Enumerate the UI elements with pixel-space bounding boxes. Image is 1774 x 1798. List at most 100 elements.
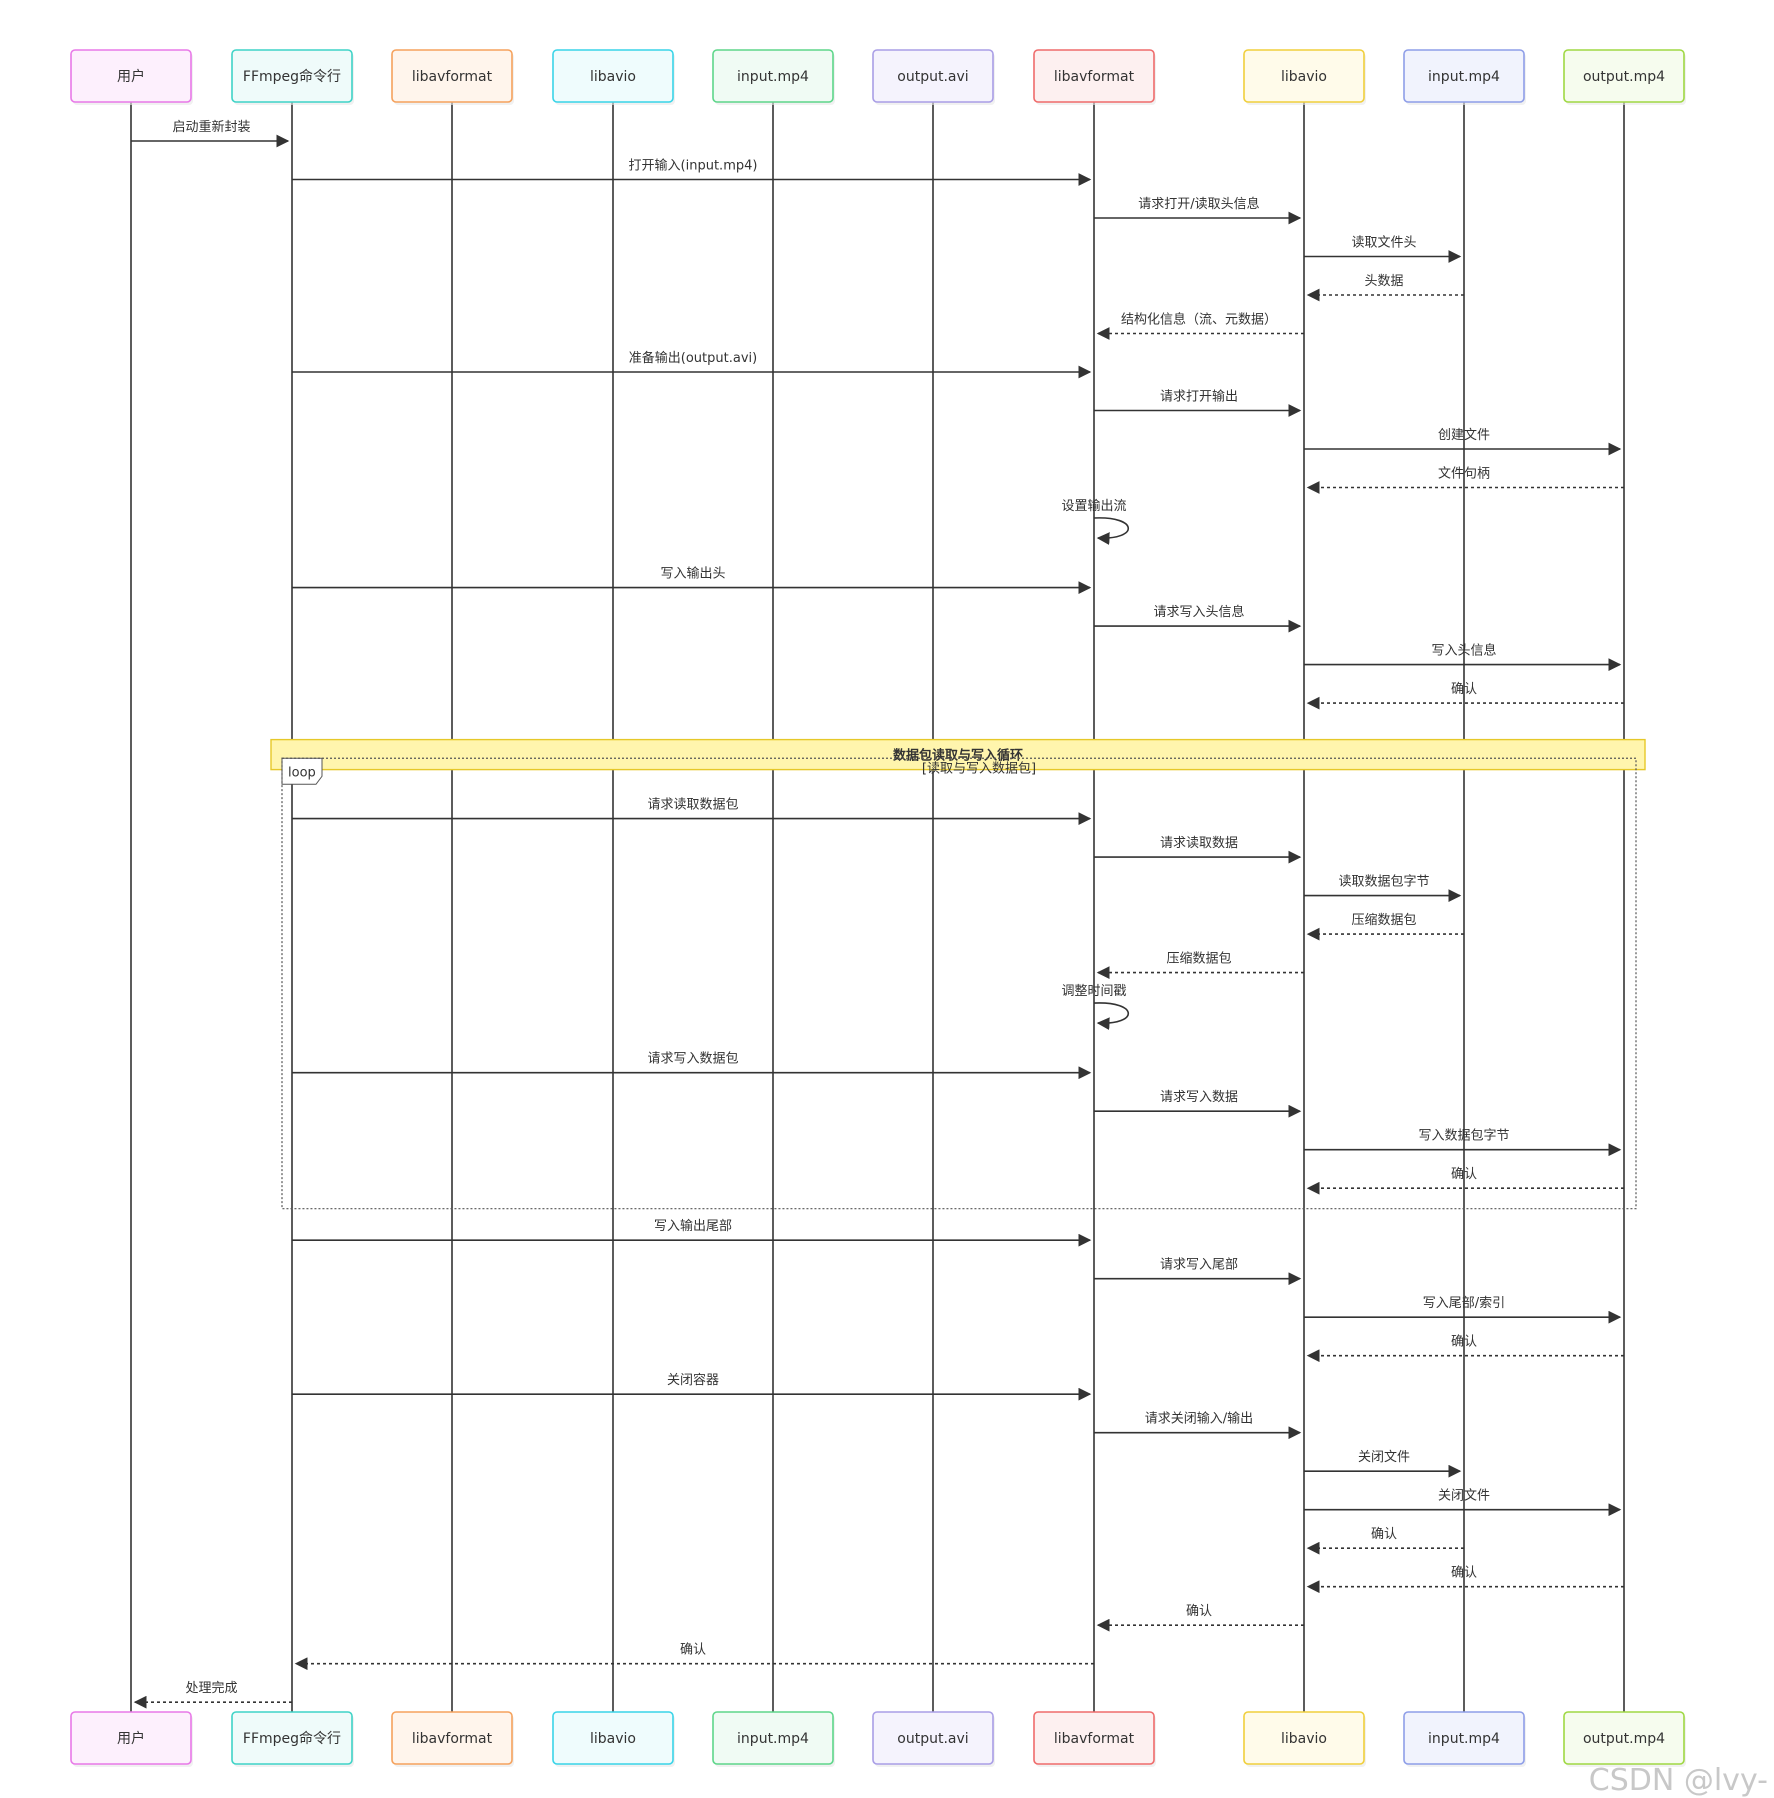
- message-17: 请求读取数据包: [292, 798, 1092, 825]
- message-label: 头数据: [1364, 274, 1403, 289]
- message-28: 写入输出尾部: [292, 1218, 1092, 1247]
- participant-label: output.avi: [897, 69, 968, 85]
- message-37: 确认: [1306, 1566, 1624, 1594]
- message-26: 确认: [1306, 1167, 1624, 1195]
- participant-label: libavformat: [1054, 69, 1135, 85]
- message-label: 请求打开输出: [1160, 389, 1238, 405]
- message-label: 请求写入数据: [1160, 1090, 1238, 1105]
- participant-label: 用户: [117, 68, 145, 85]
- message-39: 确认: [294, 1643, 1094, 1671]
- message-label: 请求写入数据包: [647, 1052, 738, 1067]
- message-label: 压缩数据包: [1166, 951, 1231, 967]
- message-label: 启动重新封装: [172, 119, 250, 135]
- participant-label: FFmpeg命令行: [243, 68, 341, 85]
- participant-user-top: 用户: [70, 49, 193, 105]
- participant-libavio2-bottom: libavio: [1243, 1711, 1366, 1767]
- message-14: 确认: [1306, 682, 1624, 710]
- participant-libavformat2-top: libavformat: [1033, 49, 1156, 105]
- participant-label: output.avi: [897, 1731, 968, 1747]
- participant-out1-bottom: output.avi: [872, 1711, 995, 1767]
- message-label: 请求关闭输入/输出: [1145, 1411, 1253, 1427]
- message-19: 读取数据包字节: [1304, 875, 1462, 902]
- participant-in1-bottom: input.mp4: [712, 1711, 835, 1767]
- message-label: 确认: [1451, 682, 1477, 697]
- participant-label: input.mp4: [1428, 69, 1500, 85]
- message-label: 读取数据包字节: [1338, 875, 1429, 890]
- message-3: 读取文件头: [1304, 236, 1462, 263]
- message-label: 请求打开/读取头信息: [1138, 196, 1259, 212]
- message-label: 打开输入(input.mp4): [629, 158, 758, 174]
- lifelines: [130, 102, 1625, 1712]
- message-5: 结构化信息（流、元数据）: [1096, 312, 1304, 340]
- participant-label: libavio: [1281, 1731, 1327, 1747]
- participant-label: libavio: [590, 1731, 636, 1747]
- message-40: 处理完成: [133, 1681, 292, 1709]
- loop-note: 数据包读取与写入循环: [270, 738, 1646, 771]
- message-label: 请求写入头信息: [1153, 604, 1244, 620]
- message-label: 调整时间戳: [1061, 984, 1126, 999]
- message-label: 确认: [1186, 1604, 1212, 1619]
- message-label: 请求读取数据: [1160, 836, 1238, 851]
- participant-in2-top: input.mp4: [1403, 49, 1526, 105]
- message-label: 确认: [1371, 1527, 1397, 1542]
- participant-label: input.mp4: [1428, 1731, 1500, 1747]
- participant-label: libavformat: [1054, 1731, 1135, 1747]
- message-4: 头数据: [1306, 274, 1464, 302]
- participant-out2-bottom: output.mp4: [1563, 1711, 1686, 1767]
- message-label: 写入输出头: [660, 566, 725, 582]
- message-9: 文件句柄: [1306, 467, 1624, 494]
- loop-frame: [281, 757, 1637, 1210]
- message-38: 确认: [1096, 1604, 1304, 1632]
- participant-libavio1-top: libavio: [552, 49, 675, 105]
- participant-libavio2-top: libavio: [1243, 49, 1366, 105]
- participant-label: 用户: [117, 1730, 145, 1747]
- message-11: 写入输出头: [292, 566, 1092, 594]
- message-label: 确认: [1451, 1335, 1477, 1350]
- self-message-arrow: [1093, 517, 1129, 545]
- participant-user-bottom: 用户: [70, 1711, 193, 1767]
- note-text: 数据包读取与写入循环: [893, 748, 1023, 764]
- message-34: 关闭文件: [1304, 1450, 1462, 1478]
- participant-cli-top: FFmpeg命令行: [231, 49, 354, 105]
- message-label: 压缩数据包: [1351, 912, 1416, 928]
- participant-libavformat1-bottom: libavformat: [391, 1711, 514, 1767]
- message-label: 创建文件: [1438, 428, 1490, 443]
- message-24: 请求写入数据: [1094, 1090, 1302, 1118]
- frames: 数据包读取与写入循环 loop [读取与写入数据包]: [270, 738, 1646, 1210]
- actors-top: 用户 FFmpeg命令行 libavformat libavio input.mp4 ou…: [70, 49, 1686, 105]
- message-label: 写入尾部/索引: [1423, 1296, 1505, 1311]
- message-0: 启动重新封装: [131, 119, 290, 148]
- message-label: 确认: [1451, 1566, 1477, 1581]
- participant-out2-top: output.mp4: [1563, 49, 1686, 105]
- participant-in1-top: input.mp4: [712, 49, 835, 105]
- message-label: 关闭文件: [1438, 1489, 1490, 1504]
- message-label: 关闭文件: [1358, 1450, 1410, 1465]
- participant-label: libavio: [590, 69, 636, 85]
- participant-libavio1-bottom: libavio: [552, 1711, 675, 1767]
- message-label: 写入头信息: [1431, 643, 1496, 659]
- message-25: 写入数据包字节: [1304, 1129, 1622, 1157]
- participant-label: input.mp4: [737, 1731, 809, 1747]
- message-label: 确认: [680, 1643, 706, 1658]
- message-22: 调整时间戳: [1061, 984, 1129, 1031]
- message-23: 请求写入数据包: [292, 1052, 1092, 1080]
- message-label: 文件句柄: [1438, 467, 1490, 482]
- message-label: 读取文件头: [1351, 236, 1416, 251]
- loop-frame-header: loop [读取与写入数据包]: [281, 757, 1036, 785]
- self-message-arrow: [1093, 1002, 1129, 1031]
- message-label: 关闭容器: [667, 1372, 719, 1388]
- participant-in2-bottom: input.mp4: [1403, 1711, 1526, 1767]
- message-7: 请求打开输出: [1094, 389, 1302, 417]
- participant-label: output.mp4: [1583, 1731, 1665, 1747]
- participant-libavformat1-top: libavformat: [391, 49, 514, 105]
- message-label: 写入数据包字节: [1418, 1129, 1509, 1144]
- participant-label: libavformat: [412, 1731, 493, 1747]
- message-29: 请求写入尾部: [1094, 1258, 1302, 1286]
- message-31: 确认: [1306, 1335, 1624, 1363]
- message-6: 准备输出(output.avi): [292, 350, 1092, 379]
- message-label: 确认: [1451, 1167, 1477, 1182]
- participant-cli-bottom: FFmpeg命令行: [231, 1711, 354, 1767]
- loop-keyword: loop: [288, 765, 316, 780]
